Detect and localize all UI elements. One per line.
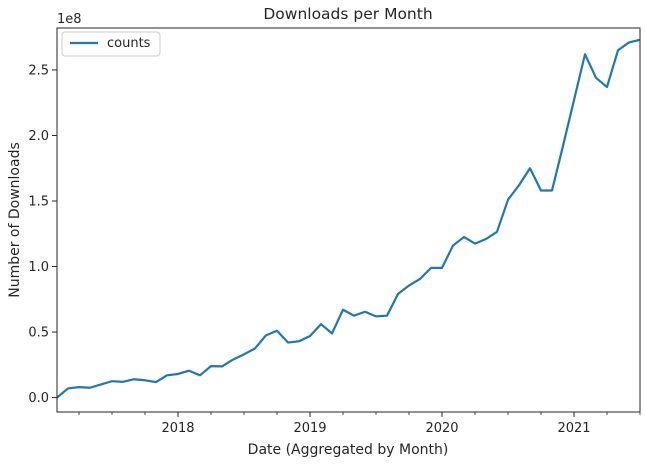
data-point xyxy=(573,99,575,101)
data-point xyxy=(430,267,432,269)
data-point xyxy=(155,381,157,383)
data-point xyxy=(287,341,289,343)
data-point xyxy=(199,374,201,376)
data-point xyxy=(320,323,322,325)
data-point xyxy=(265,334,267,336)
data-point xyxy=(419,278,421,280)
data-point xyxy=(540,189,542,191)
data-point xyxy=(562,145,564,147)
data-point xyxy=(606,86,608,88)
data-point xyxy=(144,379,146,381)
data-point xyxy=(342,309,344,311)
data-point xyxy=(177,373,179,375)
legend: counts xyxy=(61,31,161,57)
data-point xyxy=(309,335,311,337)
data-point xyxy=(551,189,553,191)
y-axis-title: Number of Downloads xyxy=(7,142,23,298)
data-point xyxy=(617,49,619,51)
y-axis-offset-label: 1e8 xyxy=(57,12,82,27)
data-point xyxy=(353,314,355,316)
data-point xyxy=(232,358,234,360)
data-point xyxy=(78,386,80,388)
data-point xyxy=(67,387,69,389)
data-point xyxy=(628,41,630,43)
data-point xyxy=(463,236,465,238)
y-tick-label: 1.0 xyxy=(28,260,49,275)
series-layer xyxy=(57,38,640,400)
data-point xyxy=(298,340,300,342)
legend-label-counts: counts xyxy=(107,36,151,51)
y-tick-label: 1.5 xyxy=(28,194,49,209)
data-point xyxy=(331,332,333,334)
series-line-counts xyxy=(57,38,640,400)
data-point xyxy=(111,380,113,382)
x-axis-title: Date (Aggregated by Month) xyxy=(248,442,449,458)
data-point xyxy=(595,77,597,79)
data-point xyxy=(133,378,135,380)
plot-area-frame xyxy=(56,27,641,413)
axis-ticks: 0.0 0.5 1.0 1.5 2.0 2.5 2018 2019 2020 2021 xyxy=(28,63,641,436)
data-point xyxy=(386,314,388,316)
x-tick-label: 2021 xyxy=(557,421,590,436)
data-point xyxy=(276,330,278,332)
data-point xyxy=(474,242,476,244)
data-point xyxy=(89,387,91,389)
data-point xyxy=(485,238,487,240)
data-point xyxy=(210,365,212,367)
data-point xyxy=(584,53,586,55)
data-point xyxy=(441,267,443,269)
data-point xyxy=(529,167,531,169)
data-point xyxy=(122,381,124,383)
x-tick-label: 2018 xyxy=(161,421,194,436)
data-point xyxy=(452,244,454,246)
y-tick-label: 2.0 xyxy=(28,129,49,144)
chart-title: Downloads per Month xyxy=(263,5,432,23)
data-point xyxy=(243,353,245,355)
data-point xyxy=(397,293,399,295)
data-point xyxy=(100,383,102,385)
data-point xyxy=(375,315,377,317)
y-tick-label: 0.5 xyxy=(28,326,49,341)
data-point xyxy=(254,347,256,349)
data-point xyxy=(221,365,223,367)
y-tick-label: 2.5 xyxy=(28,63,49,78)
data-point xyxy=(408,284,410,286)
legend-box xyxy=(61,31,161,57)
data-point xyxy=(188,370,190,372)
data-point xyxy=(166,374,168,376)
data-point xyxy=(507,198,509,200)
data-point xyxy=(518,184,520,186)
data-point xyxy=(496,231,498,233)
data-point xyxy=(364,311,366,313)
x-tick-label: 2020 xyxy=(425,421,458,436)
x-tick-label: 2019 xyxy=(293,421,326,436)
y-tick-label: 0.0 xyxy=(28,391,49,406)
